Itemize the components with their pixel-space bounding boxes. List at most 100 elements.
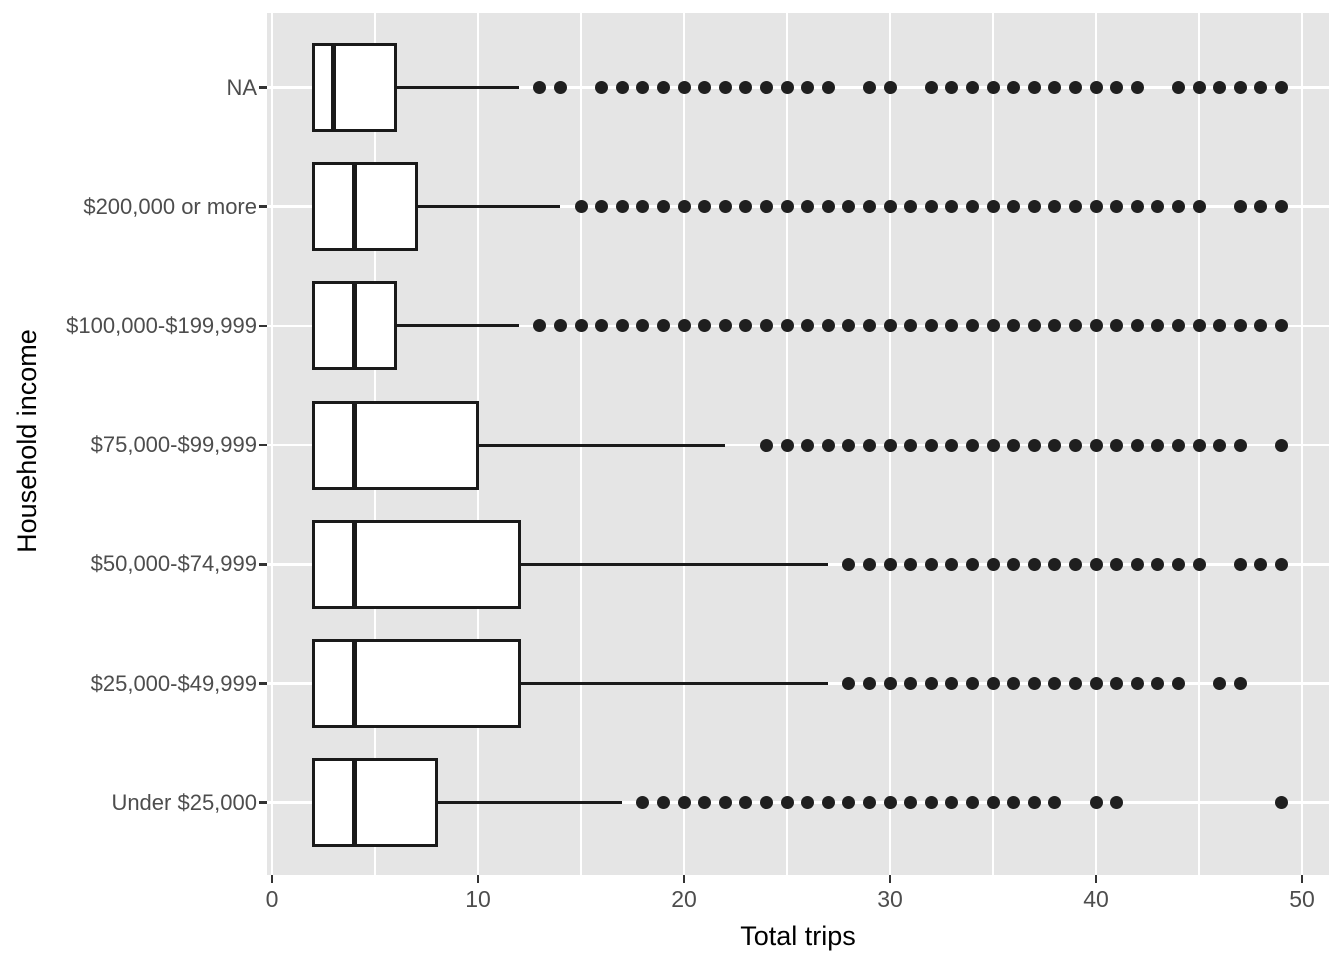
y-tick-label: $200,000 or more — [83, 193, 257, 219]
outlier-dot — [759, 438, 773, 452]
outlier-dot — [924, 319, 938, 333]
outlier-dot — [1130, 319, 1144, 333]
outlier-dot — [677, 200, 691, 214]
outlier-dot — [801, 319, 815, 333]
outlier-dot — [759, 319, 773, 333]
outlier-dot — [1254, 200, 1268, 214]
outlier-dot — [1068, 557, 1082, 571]
x-tick-mark — [476, 875, 480, 883]
outlier-dot — [1171, 200, 1185, 214]
outlier-dot — [615, 319, 629, 333]
outlier-dot — [965, 200, 979, 214]
y-tick-mark — [259, 205, 267, 208]
boxplot-box — [311, 162, 418, 252]
y-tick-mark — [259, 563, 267, 566]
outlier-dot — [1171, 438, 1185, 452]
y-tick-label: Under $25,000 — [111, 789, 257, 815]
gridline-major-h — [267, 205, 1329, 208]
outlier-dot — [698, 81, 712, 94]
outlier-dot — [801, 200, 815, 214]
outlier-dot — [924, 200, 938, 214]
y-tick-label: $25,000-$49,999 — [90, 670, 257, 696]
outlier-dot — [1274, 200, 1288, 214]
outlier-dot — [1007, 796, 1021, 810]
outlier-dot — [1089, 81, 1103, 94]
outlier-dot — [1027, 796, 1041, 810]
x-tick-label: 20 — [671, 886, 697, 912]
outlier-dot — [615, 81, 629, 94]
outlier-dot — [759, 796, 773, 810]
outlier-dot — [821, 200, 835, 214]
outlier-dot — [1192, 319, 1206, 333]
outlier-dot — [945, 319, 959, 333]
outlier-dot — [1048, 319, 1062, 333]
outlier-dot — [924, 438, 938, 452]
outlier-dot — [656, 200, 670, 214]
x-tick-label: 10 — [465, 886, 491, 912]
whisker-line — [395, 86, 520, 89]
outlier-dot — [965, 81, 979, 94]
outlier-dot — [553, 81, 567, 94]
outlier-dot — [636, 200, 650, 214]
outlier-dot — [986, 796, 1000, 810]
outlier-dot — [883, 796, 897, 810]
outlier-dot — [1130, 81, 1144, 94]
outlier-dot — [1007, 319, 1021, 333]
outlier-dot — [1048, 81, 1062, 94]
outlier-dot — [739, 81, 753, 94]
boxplot-box — [311, 400, 480, 490]
outlier-dot — [821, 319, 835, 333]
x-tick-label: 40 — [1083, 886, 1109, 912]
gridline-major-h — [267, 86, 1329, 89]
outlier-dot — [677, 796, 691, 810]
median-line — [351, 758, 357, 848]
outlier-dot — [595, 81, 609, 94]
outlier-dot — [1233, 438, 1247, 452]
outlier-dot — [862, 438, 876, 452]
outlier-dot — [904, 200, 918, 214]
outlier-dot — [1213, 319, 1227, 333]
y-tick-label: $100,000-$199,999 — [66, 312, 257, 338]
outlier-dot — [1110, 200, 1124, 214]
median-line — [351, 281, 357, 371]
outlier-dot — [1213, 677, 1227, 690]
outlier-dot — [945, 677, 959, 690]
outlier-dot — [1171, 677, 1185, 690]
outlier-dot — [1027, 677, 1041, 690]
y-tick-mark — [259, 801, 267, 804]
boxplot-box — [311, 758, 439, 848]
y-tick-mark — [259, 443, 267, 447]
outlier-dot — [1233, 319, 1247, 333]
outlier-dot — [780, 200, 794, 214]
outlier-dot — [842, 796, 856, 810]
outlier-dot — [1233, 677, 1247, 690]
outlier-dot — [965, 677, 979, 690]
y-tick-mark — [259, 682, 267, 685]
outlier-dot — [1068, 677, 1082, 690]
outlier-dot — [1089, 796, 1103, 810]
outlier-dot — [862, 319, 876, 333]
outlier-dot — [1171, 81, 1185, 94]
outlier-dot — [945, 557, 959, 571]
outlier-dot — [1151, 200, 1165, 214]
outlier-dot — [862, 81, 876, 94]
outlier-dot — [821, 438, 835, 452]
outlier-dot — [1274, 319, 1288, 333]
outlier-dot — [801, 796, 815, 810]
outlier-dot — [1254, 557, 1268, 571]
outlier-dot — [1151, 438, 1165, 452]
outlier-dot — [986, 677, 1000, 690]
outlier-dot — [1027, 200, 1041, 214]
outlier-dot — [883, 200, 897, 214]
outlier-dot — [883, 677, 897, 690]
gridline-major-h — [267, 801, 1329, 804]
outlier-dot — [945, 796, 959, 810]
outlier-dot — [636, 81, 650, 94]
outlier-dot — [1007, 677, 1021, 690]
outlier-dot — [1089, 200, 1103, 214]
outlier-dot — [1110, 81, 1124, 94]
outlier-dot — [656, 319, 670, 333]
boxplot-box — [311, 519, 521, 609]
